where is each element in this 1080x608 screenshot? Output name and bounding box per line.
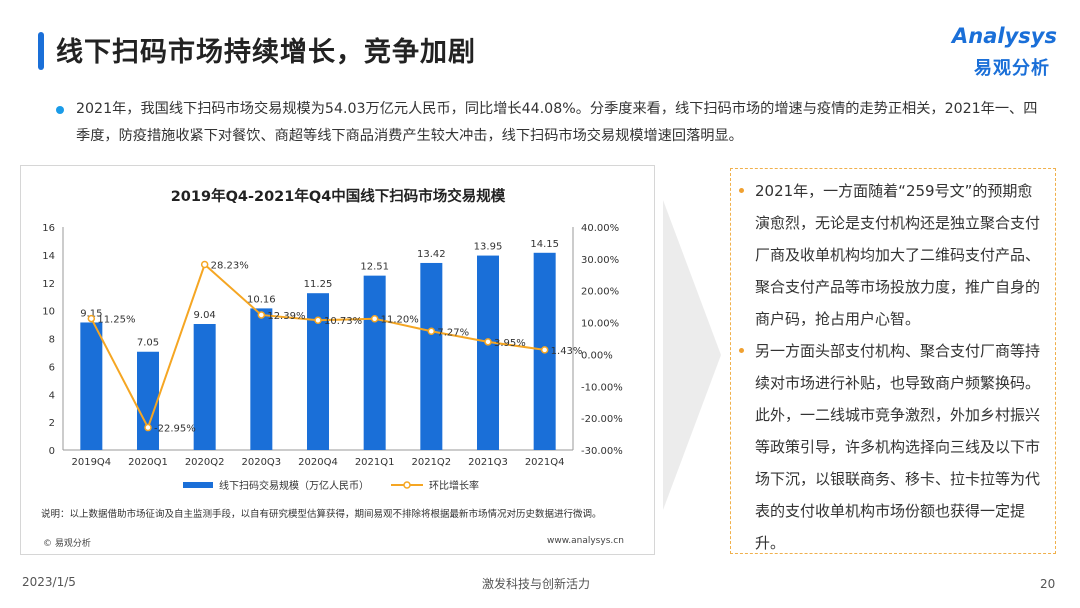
- bar-value-label: 13.42: [417, 249, 446, 260]
- side-panel: 2021年，一方面随着“259号文”的预期愈演愈烈，无论是支付机构还是独立聚合支…: [730, 168, 1056, 554]
- side-bullet-icon: [739, 188, 744, 193]
- logo: Analysys 易观分析: [952, 24, 1062, 80]
- bar-value-label: 12.51: [360, 262, 389, 273]
- x-tick-label: 2021Q1: [355, 457, 395, 468]
- bar-value-label: 14.15: [530, 239, 559, 250]
- side-bullet-icon: [739, 348, 744, 353]
- legend-line-label: 环比增长率: [429, 479, 479, 492]
- logo-wordmark: Analysys: [952, 24, 1057, 48]
- y-left-tick-label: 14: [42, 251, 55, 262]
- line-value-label: 3.95%: [494, 338, 526, 349]
- line-value-label: 7.27%: [437, 327, 469, 338]
- bar: [363, 275, 386, 450]
- y-right-tick-label: 30.00%: [581, 255, 619, 266]
- chart-copyright: © 易观分析: [43, 539, 91, 549]
- line-point: [144, 423, 152, 432]
- page-title: 线下扫码市场持续增长，竞争加剧: [56, 37, 476, 68]
- line-point: [257, 311, 266, 319]
- x-tick-label: 2020Q1: [128, 457, 168, 468]
- y-right-tick-label: 10.00%: [581, 319, 619, 330]
- title-accent-bar: [38, 32, 44, 70]
- x-tick-label: 2019Q4: [71, 457, 111, 468]
- x-tick-label: 2021Q2: [411, 457, 451, 468]
- x-tick-label: 2021Q4: [525, 457, 565, 468]
- y-left-tick-label: 8: [49, 335, 55, 346]
- x-tick-label: 2021Q3: [468, 457, 508, 468]
- line-value-label: 28.23%: [211, 260, 249, 271]
- x-tick-label: 2020Q3: [241, 457, 281, 468]
- x-tick-label: 2020Q4: [298, 457, 338, 468]
- y-right-tick-label: 0.00%: [581, 350, 613, 361]
- line-value-label: 10.73%: [324, 316, 362, 327]
- y-right-tick-label: -10.00%: [581, 382, 623, 393]
- bar: [80, 322, 103, 450]
- line-point: [200, 260, 209, 269]
- summary-text: 2021年，我国线下扫码市场交易规模为54.03万亿元人民币，同比增长44.08…: [76, 101, 1038, 144]
- page-number: 20: [1040, 577, 1056, 591]
- line-value-label: 1.43%: [551, 346, 583, 357]
- bar: [137, 351, 159, 450]
- bar-value-label: 9.04: [194, 310, 216, 321]
- side-item-1: 2021年，一方面随着“259号文”的预期愈演愈烈，无论是支付机构还是独立聚合支…: [755, 182, 1041, 328]
- y-left-tick-label: 16: [42, 223, 55, 234]
- bar-value-label: 10.16: [247, 294, 276, 305]
- line-point: [427, 327, 436, 336]
- y-left-tick-label: 6: [49, 362, 55, 373]
- arrow-right-icon: [663, 200, 721, 510]
- y-left-tick-label: 2: [49, 418, 55, 429]
- chart: 2019年Q4-2021年Q4中国线下扫码市场交易规模 0 2 4 6 8 10 12 14 16…: [42, 187, 623, 492]
- legend-bar-swatch: [183, 482, 213, 488]
- bar-value-label: 13.95: [474, 242, 503, 253]
- summary-bullet-icon: [56, 106, 64, 114]
- bar: [193, 324, 216, 450]
- bar: [250, 308, 273, 450]
- y-right-tick-label: -20.00%: [581, 414, 623, 425]
- y-right-tick-label: 20.00%: [581, 287, 619, 298]
- line-value-label: -22.95%: [154, 424, 196, 435]
- y-left-tick-label: 12: [42, 279, 55, 290]
- y-left-tick-label: 0: [49, 446, 55, 457]
- y-right-tick-label: 40.00%: [581, 223, 619, 234]
- footer-date: 2023/1/5: [22, 575, 76, 589]
- bar-value-label: 9.15: [80, 308, 102, 319]
- bar-value-label: 7.05: [137, 338, 159, 349]
- chart-source-note: 说明：以上数据借助市场征询及自主监测手段，以自有研究模型估算获得，期间易观不排除…: [41, 509, 602, 520]
- bar-value-label: 11.25: [304, 279, 333, 290]
- line-value-label: 11.25%: [97, 315, 135, 326]
- legend-line-marker: [403, 481, 411, 489]
- line-point: [484, 338, 492, 346]
- side-item-2: 另一方面头部支付机构、聚合支付厂商等持续对市场进行补贴，也导致商户频繁换码。此外…: [755, 342, 1041, 552]
- footer-slogan: 激发科技与创新活力: [482, 577, 591, 591]
- chart-site-url: www.analysys.cn: [547, 536, 624, 546]
- y-right-tick-label: -30.00%: [581, 446, 623, 457]
- line-value-label: 11.20%: [381, 315, 419, 326]
- y-left-tick-label: 10: [42, 307, 55, 318]
- line-point: [540, 346, 549, 354]
- legend-bar-label: 线下扫码交易规模（万亿人民币）: [219, 479, 369, 492]
- bar: [420, 262, 443, 450]
- line-point: [314, 316, 322, 324]
- line-point: [87, 314, 96, 323]
- line-point: [370, 314, 379, 323]
- x-tick-label: 2020Q2: [185, 457, 225, 468]
- y-left-tick-label: 4: [49, 390, 55, 401]
- chart-panel: 2019年Q4-2021年Q4中国线下扫码市场交易规模 0 2 4 6 8 10 12 14 16…: [20, 165, 655, 555]
- logo-chinese-name: 易观分析: [974, 58, 1050, 79]
- bar: [477, 255, 499, 450]
- bar: [307, 293, 329, 450]
- chart-title: 2019年Q4-2021年Q4中国线下扫码市场交易规模: [171, 187, 506, 205]
- line-value-label: 12.39%: [267, 311, 305, 322]
